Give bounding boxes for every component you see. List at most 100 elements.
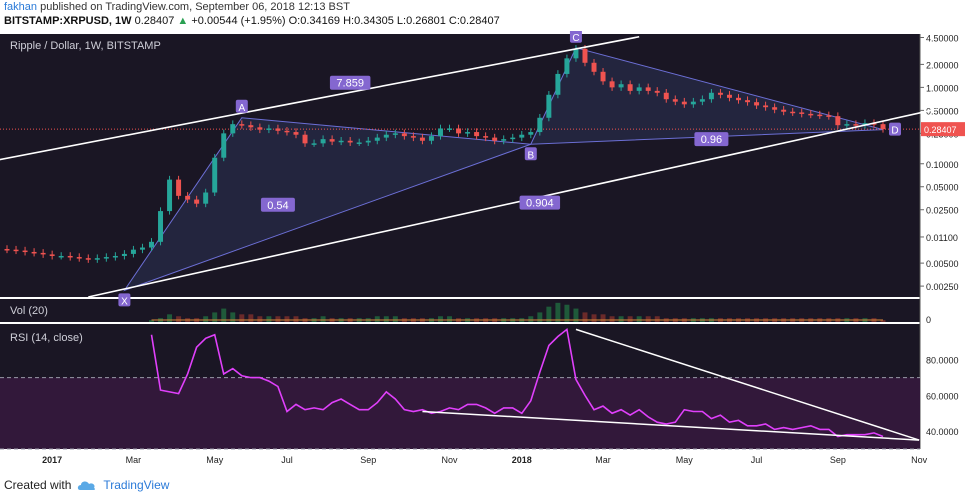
rsi-tick-label: 60.0000	[926, 391, 959, 401]
candle-body	[383, 134, 389, 138]
candle-body	[194, 199, 200, 204]
candle-body	[808, 113, 814, 116]
candle-body	[636, 87, 642, 91]
chart-canvas[interactable]: Ripple / Dollar, 1W, BITSTAMP Vol (20) RSI…	[0, 31, 974, 471]
candle-body	[555, 73, 561, 95]
candle	[483, 132, 489, 142]
candle-body	[266, 128, 272, 130]
footer: Created with TradingView	[4, 476, 169, 494]
candle	[212, 153, 218, 197]
candle-body	[85, 258, 91, 260]
volume-bar	[203, 316, 209, 322]
candle	[754, 98, 760, 109]
candle	[790, 107, 796, 116]
volume-bar	[212, 312, 218, 322]
candle	[654, 87, 660, 97]
candle-body	[736, 97, 741, 101]
candle	[293, 128, 299, 139]
rsi-trendline	[422, 410, 920, 441]
candle-body	[121, 253, 127, 256]
volume-tick-label: 0	[926, 315, 931, 325]
candle	[745, 96, 751, 106]
candle-body	[419, 137, 425, 141]
candle-body	[465, 132, 471, 134]
candle-body	[537, 117, 543, 133]
candle	[717, 89, 723, 99]
candle	[835, 112, 841, 129]
ratio-label: 0.96	[694, 132, 729, 147]
price-pane	[0, 34, 920, 297]
candle	[329, 135, 335, 146]
low-label: L:	[396, 15, 407, 27]
candle-body	[275, 128, 281, 131]
rsi-tick-label: 40.0000	[926, 427, 959, 437]
volume-bar	[591, 314, 597, 322]
candle	[582, 45, 588, 67]
candle	[826, 111, 832, 120]
close-label: C:	[448, 15, 460, 27]
time-tick-label: Jul	[281, 455, 293, 465]
candle	[438, 124, 443, 140]
price-tick-label: 0.01100	[926, 233, 958, 243]
ratio-label-text: 0.96	[701, 134, 722, 146]
candle	[410, 132, 416, 142]
candle	[248, 121, 254, 131]
candle-body	[347, 140, 353, 143]
up-triangle-icon: ▲	[177, 15, 189, 27]
rsi-title: RSI (14, close)	[10, 332, 83, 344]
volume-bar	[293, 316, 299, 322]
candle	[528, 128, 534, 139]
candle	[130, 245, 136, 258]
candle	[465, 128, 471, 137]
candle	[167, 175, 173, 215]
volume-bar	[438, 316, 443, 322]
ratio-label-text: 7.859	[336, 78, 364, 90]
ratio-label-box	[694, 132, 729, 147]
pattern-point-a: A	[235, 99, 248, 114]
symbol-summary: BITSTAMP:XRPUSD, 1W 0.28407 ▲ +0.00544 (…	[4, 15, 500, 29]
candle	[447, 124, 452, 132]
volume-bar	[176, 316, 182, 322]
chart-title: Ripple / Dollar, 1W, BITSTAMP	[10, 40, 161, 52]
candle	[537, 114, 543, 136]
price-tick-label: 2.00000	[926, 60, 959, 70]
candle	[374, 133, 380, 145]
candle-body	[438, 128, 443, 137]
candle	[121, 250, 127, 260]
close-value: 0.28407	[459, 15, 500, 27]
symbol-name: BITSTAMP:XRPUSD, 1W	[4, 15, 132, 27]
candle-body	[799, 112, 805, 114]
tradingview-brand[interactable]: TradingView	[103, 478, 170, 492]
candle-body	[672, 99, 678, 102]
candle-body	[185, 195, 191, 200]
candle	[808, 110, 814, 119]
ratio-label: 0.904	[519, 195, 561, 210]
volume-title: Vol (20)	[10, 305, 48, 317]
candle	[185, 192, 191, 204]
candle	[302, 130, 308, 147]
time-tick-label: Nov	[911, 455, 928, 465]
candle-body	[835, 116, 841, 126]
ratio-label-box	[260, 197, 295, 212]
volume-bar	[600, 314, 606, 322]
candle	[663, 89, 669, 103]
candle-body	[365, 140, 371, 143]
candle	[555, 70, 561, 99]
pattern-point-text: X	[121, 296, 128, 307]
last-price: 0.28407	[134, 15, 175, 27]
candle-body	[374, 137, 380, 141]
channel-trendline	[88, 108, 938, 298]
volume-bar	[609, 316, 615, 322]
high-value: 0.34305	[354, 15, 394, 27]
candle-body	[708, 92, 714, 100]
candle	[573, 45, 579, 62]
volume-bar	[239, 314, 245, 322]
candle-body	[645, 87, 651, 91]
candle	[772, 103, 778, 114]
volume-bar	[636, 316, 642, 322]
volume-bar	[528, 316, 534, 322]
publisher-username[interactable]: fakhan	[4, 1, 38, 13]
price-tick-label: 0.50000	[926, 106, 959, 116]
price-tick-label: 0.10000	[926, 160, 959, 170]
candle	[13, 245, 19, 255]
